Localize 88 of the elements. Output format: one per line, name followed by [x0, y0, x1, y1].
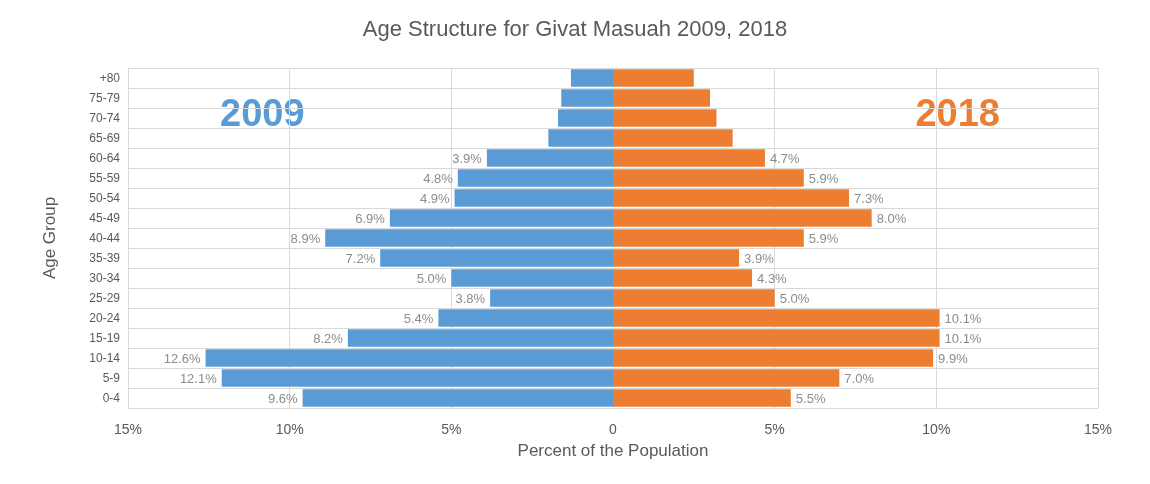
- chart-title: Age Structure for Givat Masuah 2009, 2018: [362, 15, 788, 41]
- data-label: 8.9%: [290, 230, 321, 246]
- y-tick-label: 20-24: [89, 311, 121, 325]
- data-label: 8.2%: [313, 330, 344, 346]
- bar: [613, 249, 740, 267]
- data-label: 9.6%: [267, 390, 299, 406]
- bar: [613, 129, 733, 147]
- bar: [454, 189, 613, 207]
- bar: [613, 169, 804, 187]
- y-tick-label: 60-64: [89, 151, 121, 165]
- bar: [613, 349, 934, 367]
- data-label: 4.8%: [423, 170, 454, 186]
- data-label: 3.9%: [452, 150, 483, 166]
- y-tick-label: 10-14: [89, 351, 121, 365]
- y-tick-label: 70-74: [89, 111, 121, 125]
- data-label: 10.1%: [944, 330, 982, 346]
- bar: [613, 229, 804, 247]
- data-label: 3.8%: [455, 290, 486, 306]
- data-label: 9.9%: [938, 350, 969, 366]
- bar: [325, 229, 613, 247]
- data-label: 6.9%: [355, 210, 386, 226]
- text: 2018: [915, 92, 1001, 134]
- bar: [613, 89, 710, 107]
- data-label: 7.2%: [345, 250, 376, 266]
- y-tick-label: 40-44: [89, 231, 121, 245]
- bar: [613, 189, 850, 207]
- bar: [613, 309, 940, 327]
- bar: [613, 289, 775, 307]
- x-tick-label: 0: [609, 421, 618, 437]
- data-label: 12.1%: [179, 370, 218, 386]
- x-tick-label: 5%: [764, 421, 785, 437]
- bar: [457, 169, 613, 187]
- bar: [613, 209, 872, 227]
- x-tick-label: 10%: [922, 421, 951, 437]
- y-tick-label: 45-49: [89, 211, 121, 225]
- data-label: 5.5%: [795, 390, 826, 406]
- bar: [490, 289, 613, 307]
- data-label: 5.9%: [808, 230, 839, 246]
- x-tick-label: 5%: [441, 421, 462, 437]
- y-axis-title: Age Group: [40, 196, 59, 280]
- data-label: 4.7%: [769, 150, 801, 166]
- data-label: 5.0%: [416, 270, 447, 286]
- y-tick-label: 75-79: [89, 91, 121, 105]
- bar: [205, 349, 613, 367]
- y-tick-label: 0-4: [102, 391, 121, 405]
- data-label: 12.6%: [163, 350, 202, 366]
- y-tick-label: 5-9: [102, 371, 121, 385]
- y-tick-label: 55-59: [89, 171, 121, 185]
- bar: [380, 249, 613, 267]
- bar: [347, 329, 613, 347]
- data-label: 10.1%: [944, 310, 982, 326]
- bar: [613, 269, 753, 287]
- data-label: 7.0%: [844, 370, 875, 386]
- y-tick-label: 15-19: [89, 331, 121, 345]
- data-label: 8.0%: [876, 210, 907, 226]
- y-tick-label: +80: [99, 71, 121, 85]
- bar: [613, 329, 940, 347]
- y-tick-label: 25-29: [89, 291, 121, 305]
- bar: [570, 69, 613, 87]
- data-label: 5.9%: [808, 170, 839, 186]
- data-label: 5.4%: [403, 310, 434, 326]
- data-label: 3.9%: [744, 250, 775, 266]
- data-label: 5.0%: [779, 290, 810, 306]
- y-tick-label: 30-34: [89, 271, 121, 285]
- bar: [613, 109, 717, 127]
- x-tick-label: 10%: [275, 421, 304, 437]
- x-tick-label: 15%: [1083, 421, 1113, 437]
- x-tick-label: 15%: [113, 421, 143, 437]
- bar: [613, 149, 765, 167]
- bar: [613, 369, 840, 387]
- y-tick-label: 35-39: [89, 251, 121, 265]
- bar: [389, 209, 613, 227]
- y-tick-label: 50-54: [89, 191, 121, 205]
- data-label: 4.9%: [419, 190, 450, 206]
- bar: [302, 389, 613, 407]
- x-axis-title: Percent of the Population: [517, 441, 709, 460]
- bar: [561, 89, 613, 107]
- bar: [221, 369, 613, 387]
- data-label: 4.3%: [757, 270, 788, 286]
- bar: [451, 269, 613, 287]
- bar: [548, 129, 613, 147]
- data-label: 7.3%: [854, 190, 885, 206]
- y-tick-label: 65-69: [89, 131, 121, 145]
- bar: [558, 109, 613, 127]
- bar: [438, 309, 613, 327]
- bar: [613, 69, 694, 87]
- bar: [486, 149, 613, 167]
- bar: [613, 389, 791, 407]
